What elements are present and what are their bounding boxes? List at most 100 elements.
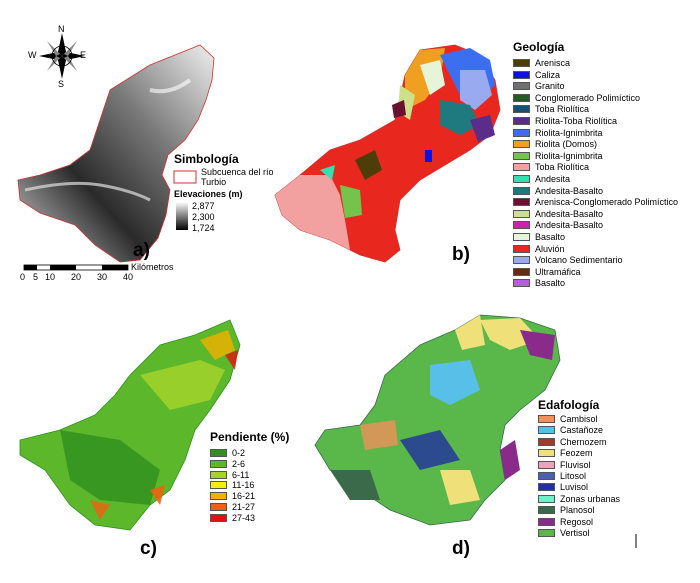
legend-label: Litosol bbox=[560, 471, 587, 481]
panel-c-label: c) bbox=[140, 538, 157, 559]
scale-tick: 10 bbox=[45, 272, 56, 282]
slope-title: Pendiente (%) bbox=[210, 430, 290, 444]
scale-bar bbox=[23, 264, 129, 271]
legend-label: Arenisca-Conglomerado Polimíctico bbox=[535, 197, 679, 208]
legend-label: Toba Riolítica bbox=[535, 162, 590, 173]
legend-label: Regosol bbox=[560, 516, 594, 527]
panel-a-label: a) bbox=[133, 240, 150, 261]
legend-label: Riolita (Domos) bbox=[535, 139, 598, 150]
legend-swatch bbox=[513, 186, 530, 195]
legend-label: Caliza bbox=[535, 69, 561, 80]
legend-label: Andesita bbox=[535, 174, 571, 184]
legend-label: Basalto bbox=[535, 278, 566, 289]
legend-swatch bbox=[513, 93, 530, 102]
legend-label: Andesita-Basalto bbox=[535, 185, 604, 196]
legend-swatch bbox=[513, 117, 530, 125]
legend-swatch bbox=[513, 221, 530, 230]
legend-swatch bbox=[538, 472, 555, 480]
legend-swatch bbox=[538, 529, 555, 537]
legend-label: 21-27 bbox=[232, 502, 256, 512]
compass-north-label: N bbox=[58, 24, 65, 34]
legend-swatch bbox=[513, 267, 530, 276]
legend-label: Aluvión bbox=[535, 243, 565, 254]
soils-map bbox=[314, 314, 561, 526]
legend-swatch bbox=[513, 59, 530, 67]
compass-east-label: E bbox=[80, 50, 87, 60]
panel-d-label: d) bbox=[452, 538, 470, 559]
legend-label: Cambisol bbox=[560, 414, 598, 424]
legend-label: Basalto bbox=[535, 232, 566, 242]
legend-label: Chernozem bbox=[560, 436, 607, 447]
legend-swatch bbox=[513, 140, 530, 149]
compass-south-label: S bbox=[58, 79, 65, 89]
legend-label: 0-2 bbox=[232, 448, 246, 458]
legend-swatch bbox=[513, 151, 530, 160]
legend-swatch bbox=[210, 481, 227, 490]
scale-tick: 20 bbox=[71, 272, 82, 282]
legend-label: Arenisca bbox=[535, 58, 571, 68]
legend-label: 2-6 bbox=[232, 458, 246, 469]
legend-swatch bbox=[513, 105, 530, 114]
legend-label: Andesita-Basalto bbox=[535, 208, 604, 219]
legend-label: Riolita-Ignimbrita bbox=[535, 127, 603, 138]
legend-swatch bbox=[513, 209, 530, 218]
legend-label: 11-16 bbox=[232, 480, 255, 491]
legend-label: Feozem bbox=[560, 448, 593, 459]
legend-swatch bbox=[538, 415, 555, 423]
legend-label: Fluvisol bbox=[560, 459, 591, 470]
legend-label: Ultramáfica bbox=[535, 266, 581, 277]
dem-watershed bbox=[17, 44, 215, 263]
legend-swatch bbox=[513, 256, 530, 265]
elevation-mid: 2,300 bbox=[192, 212, 215, 222]
legend-swatch bbox=[513, 128, 530, 137]
scale-tick: 5 bbox=[33, 272, 39, 282]
scale-tick: 0 bbox=[20, 272, 26, 282]
legend-swatch bbox=[538, 426, 555, 435]
legend-swatch bbox=[513, 82, 530, 91]
legend-swatch bbox=[513, 244, 530, 253]
legend-label: Zonas urbanas bbox=[560, 493, 621, 504]
elevation-max: 2,877 bbox=[192, 201, 215, 211]
legend-swatch bbox=[538, 517, 555, 526]
compass-west-label: W bbox=[28, 50, 37, 60]
legend-swatch bbox=[210, 513, 227, 522]
legend-swatch bbox=[538, 483, 555, 492]
slope-map bbox=[19, 319, 241, 531]
legend-swatch bbox=[513, 70, 530, 79]
legend-swatch bbox=[538, 460, 555, 469]
geology-map bbox=[274, 44, 501, 263]
legend-label: Riolita-Ignimbrita bbox=[535, 150, 603, 161]
legend-swatch bbox=[513, 279, 530, 288]
legend-swatch bbox=[538, 449, 555, 458]
legend-label: 16-21 bbox=[232, 491, 256, 502]
legend-label: Granito bbox=[535, 81, 565, 92]
legend-swatch bbox=[210, 449, 227, 457]
legend-swatch bbox=[513, 198, 530, 207]
legend-label: Vertisol bbox=[560, 528, 590, 538]
legend-swatch bbox=[513, 233, 530, 241]
scale-tick: 30 bbox=[97, 272, 108, 282]
scale-tick: 40 bbox=[123, 272, 134, 282]
subbasin-label: Subcuenca del río Turbio bbox=[201, 167, 274, 187]
elevation-min: 1,724 bbox=[192, 223, 215, 233]
legend-swatch bbox=[210, 492, 227, 501]
legend-label: Riolita-Toba Riolítica bbox=[535, 116, 618, 126]
legend-swatch bbox=[210, 459, 227, 468]
scale-unit: Kilómetros bbox=[131, 262, 174, 272]
symbology-title: Simbología bbox=[174, 152, 239, 166]
legend-swatch bbox=[538, 506, 555, 515]
legend-swatch bbox=[513, 175, 530, 183]
legend-label: Volcano Sedimentario bbox=[535, 255, 623, 266]
legend-label: Toba Riolítica bbox=[535, 104, 590, 115]
legend-label: 27-43 bbox=[232, 512, 256, 523]
compass-rose-icon bbox=[39, 33, 85, 79]
panel-b-label: b) bbox=[452, 244, 470, 265]
soils-title: Edafología bbox=[538, 398, 600, 412]
legend-label: Luvisol bbox=[560, 482, 589, 493]
legend-swatch bbox=[538, 437, 555, 446]
legend-label: Conglomerado Polimíctico bbox=[535, 92, 641, 103]
legend-label: Planosol bbox=[560, 505, 595, 516]
legend-label: Castañoze bbox=[560, 425, 604, 436]
legend-swatch bbox=[210, 470, 227, 479]
